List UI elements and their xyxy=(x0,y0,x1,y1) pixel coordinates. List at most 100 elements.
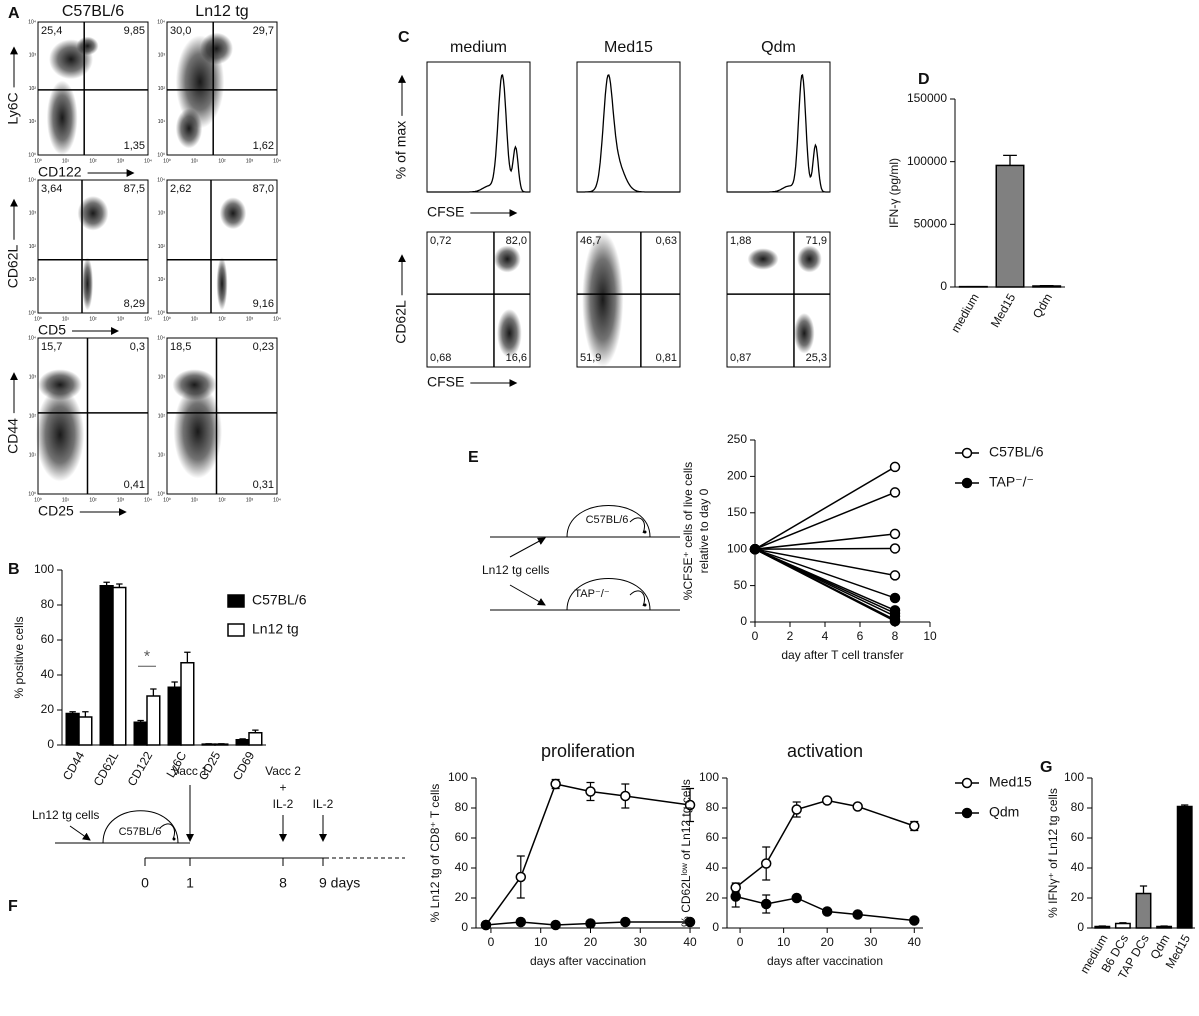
x-tick-label: 40 xyxy=(908,935,922,949)
y-tick-label: 10⁴ xyxy=(28,335,36,341)
y-tick-label: 10⁴ xyxy=(157,335,165,341)
event-label: IL-2 xyxy=(313,797,334,811)
y-tick-label: 10⁰ xyxy=(28,152,36,158)
x-axis-label: CFSE xyxy=(427,374,464,390)
cell-population xyxy=(46,80,78,155)
chart-title: proliferation xyxy=(541,741,635,761)
series-line xyxy=(754,491,896,550)
x-tick-label: CD44 xyxy=(60,749,88,783)
column-header: Med15 xyxy=(604,39,653,56)
y-axis-label: CD44 xyxy=(5,418,21,454)
y-tick-label: 10⁴ xyxy=(157,19,165,25)
quadrant-percentage: 0,87 xyxy=(730,352,751,364)
event-label: + xyxy=(279,781,286,795)
x-tick-label: 0 xyxy=(737,935,744,949)
x-tick-label: CD122 xyxy=(125,749,156,789)
chart-title: activation xyxy=(787,741,863,761)
error-bar xyxy=(69,711,76,714)
y-tick-label: 100 xyxy=(1064,770,1084,784)
error-bar xyxy=(1139,885,1148,894)
bar xyxy=(65,712,80,746)
plot-frame xyxy=(37,179,149,314)
x-axis-label: day after T cell transfer xyxy=(781,648,903,662)
y-axis-label: CD62L xyxy=(393,300,409,344)
cell-population xyxy=(35,387,85,482)
quadrant-percentage: 1,35 xyxy=(124,140,145,152)
x-tick-label: 30 xyxy=(634,935,648,949)
error-bar xyxy=(1003,154,1017,166)
donor-label: Ln12 tg cells xyxy=(482,563,549,577)
quadrant-percentage: 29,7 xyxy=(253,25,274,37)
panel-label: A xyxy=(8,5,20,22)
y-axis-label: IFN-γ (pg/ml) xyxy=(887,158,901,228)
data-point xyxy=(889,592,901,604)
x-axis-label: CD5 xyxy=(38,322,66,338)
error-bar xyxy=(239,738,246,740)
x-tick-label: 10¹ xyxy=(62,158,70,164)
plot-frame xyxy=(426,61,531,193)
x-tick-label: 10 xyxy=(923,629,937,643)
bar xyxy=(995,164,1025,288)
y-tick-label: 40 xyxy=(706,860,720,874)
cell-population xyxy=(76,36,99,56)
x-tick-label: 10⁰ xyxy=(163,158,171,164)
x-tick-label: medium xyxy=(948,291,981,335)
y-tick-label: 80 xyxy=(706,800,720,814)
y-axis-label: relative to day 0 xyxy=(697,488,711,573)
error-bar xyxy=(184,651,191,663)
bar xyxy=(1135,892,1152,929)
data-point xyxy=(620,790,631,802)
bar xyxy=(146,695,161,746)
y-tick-label: 10¹ xyxy=(158,119,166,125)
y-tick-label: 10³ xyxy=(29,211,37,217)
y-tick-label: 80 xyxy=(41,597,55,611)
y-axis-label: % CD62Lˡᵒʷ of Ln12 tg cells xyxy=(679,779,693,927)
data-point xyxy=(730,882,741,893)
x-axis-label: CD122 xyxy=(38,164,82,180)
y-tick-label: 0 xyxy=(712,920,719,934)
data-point xyxy=(791,892,802,904)
data-point xyxy=(821,906,833,917)
donor-label: Ln12 tg cells xyxy=(32,808,99,822)
data-point xyxy=(889,487,901,498)
x-tick-label: 10⁴ xyxy=(273,158,281,164)
data-point xyxy=(909,820,920,832)
y-tick-label: 10² xyxy=(29,413,37,419)
data-point xyxy=(889,570,901,581)
data-point xyxy=(749,543,761,555)
histogram-curve xyxy=(727,73,830,193)
quadrant-percentage: 0,68 xyxy=(430,352,451,364)
error-bar xyxy=(150,688,157,696)
y-tick-label: 40 xyxy=(1071,860,1085,874)
legend-swatch xyxy=(227,594,245,608)
y-tick-label: 100 xyxy=(727,541,747,555)
y-tick-label: 150000 xyxy=(907,91,947,105)
quadrant-percentage: 1,62 xyxy=(253,140,274,152)
day-label: 8 xyxy=(279,875,287,891)
error-bar xyxy=(116,583,123,588)
x-tick-label: 10³ xyxy=(246,158,254,164)
bar xyxy=(235,739,250,746)
quadrant-percentage: 25,4 xyxy=(41,25,62,37)
data-point xyxy=(791,804,802,815)
quadrant-percentage: 30,0 xyxy=(170,25,191,37)
y-tick-label: 0 xyxy=(1077,920,1084,934)
data-point xyxy=(909,915,920,926)
x-axis-label: days after vaccination xyxy=(767,954,883,968)
quadrant-percentage: 0,63 xyxy=(656,235,677,247)
legend-swatch xyxy=(227,623,245,637)
panel-label: C xyxy=(398,29,410,46)
y-tick-label: 40 xyxy=(455,860,469,874)
x-tick-label: 0 xyxy=(752,629,759,643)
timeline-f: Ln12 tg cells C57BL/6 xyxy=(32,808,405,859)
legend-marker xyxy=(961,777,973,789)
x-tick-label: 4 xyxy=(822,629,829,643)
y-tick-label: 10² xyxy=(158,86,166,92)
quadrant-percentage: 46,7 xyxy=(580,235,601,247)
plot-frame xyxy=(426,231,531,368)
x-tick-label: 10⁴ xyxy=(144,158,152,164)
x-tick-label: 10⁴ xyxy=(144,316,152,322)
data-point xyxy=(620,916,631,928)
error-bar xyxy=(103,581,110,586)
cell-population xyxy=(38,369,82,401)
